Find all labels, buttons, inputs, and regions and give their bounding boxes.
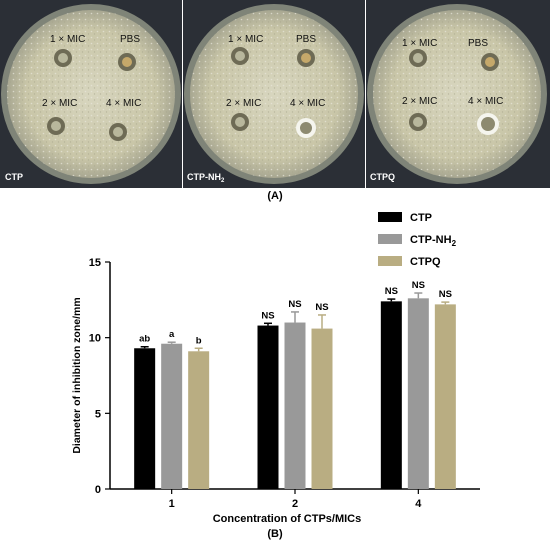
data-annotation: NS (288, 299, 301, 310)
bar (257, 325, 279, 489)
x-tick-label: 1 (169, 498, 175, 510)
x-tick-label: 4 (415, 498, 422, 510)
well-label: 4 × MIC (106, 98, 141, 109)
plate-ctpq: 1 × MIC PBS 2 × MIC 4 × MIC CTPQ (366, 0, 550, 188)
bar (284, 322, 306, 489)
plate-ctp: 1 × MIC PBS 2 × MIC 4 × MIC CTP (0, 0, 182, 188)
y-tick-label: 0 (95, 484, 101, 496)
bar (188, 351, 210, 489)
legend-label: CTPQ (410, 256, 441, 268)
x-tick-label: 2 (292, 498, 298, 510)
well-label: 1 × MIC (402, 38, 437, 49)
x-axis-label: Concentration of CTPs/MICs (213, 513, 362, 525)
bar (380, 301, 402, 489)
y-tick-label: 15 (89, 257, 101, 269)
bar (407, 298, 429, 489)
data-annotation: b (196, 335, 202, 346)
data-annotation: NS (412, 280, 425, 291)
legend-swatch (378, 234, 402, 244)
legend-swatch (378, 212, 402, 222)
bar-chart: 0 5 10 15 Diameter of inhibition zone/mm Conc… (71, 212, 480, 525)
petri-dish-photos: 1 × MIC PBS 2 × MIC 4 × MIC CTP 1 × MIC … (0, 0, 550, 188)
panel-b-label: (B) (267, 528, 283, 540)
data-annotation: ab (139, 334, 150, 345)
data-annotation: a (169, 329, 175, 340)
y-tick-label: 5 (95, 408, 101, 420)
panel-a-label: (A) (267, 190, 283, 202)
plate-label-ctpq: CTPQ (370, 172, 395, 182)
bar (134, 348, 156, 489)
y-axis-label: Diameter of inhibition zone/mm (71, 297, 83, 453)
plate-label-ctp-nh2: CTP-NH2 (187, 172, 225, 184)
legend-label: CTP (410, 212, 432, 224)
well-label: 1 × MIC (50, 34, 85, 45)
y-tick-label: 10 (89, 333, 101, 345)
well-label: 2 × MIC (402, 96, 437, 107)
legend-label: CTP-NH2 (410, 234, 457, 248)
well-label: 1 × MIC (228, 34, 263, 45)
well-label: PBS (296, 34, 316, 45)
bar (161, 343, 183, 489)
data-annotation: NS (385, 286, 398, 297)
well-label: 4 × MIC (468, 96, 503, 107)
well-label: 4 × MIC (290, 98, 325, 109)
data-annotation: NS (439, 289, 452, 300)
well-label: 2 × MIC (226, 98, 261, 109)
plate-label-ctp: CTP (5, 172, 23, 182)
well-label: 2 × MIC (42, 98, 77, 109)
bar (434, 304, 456, 489)
legend-swatch (378, 256, 402, 266)
bar (311, 328, 333, 489)
data-annotation: NS (261, 310, 274, 321)
well-label: PBS (120, 34, 140, 45)
well-label: PBS (468, 38, 488, 49)
plate-ctp-nh2: 1 × MIC PBS 2 × MIC 4 × MIC CTP-NH2 (183, 0, 365, 188)
data-annotation: NS (315, 302, 328, 313)
